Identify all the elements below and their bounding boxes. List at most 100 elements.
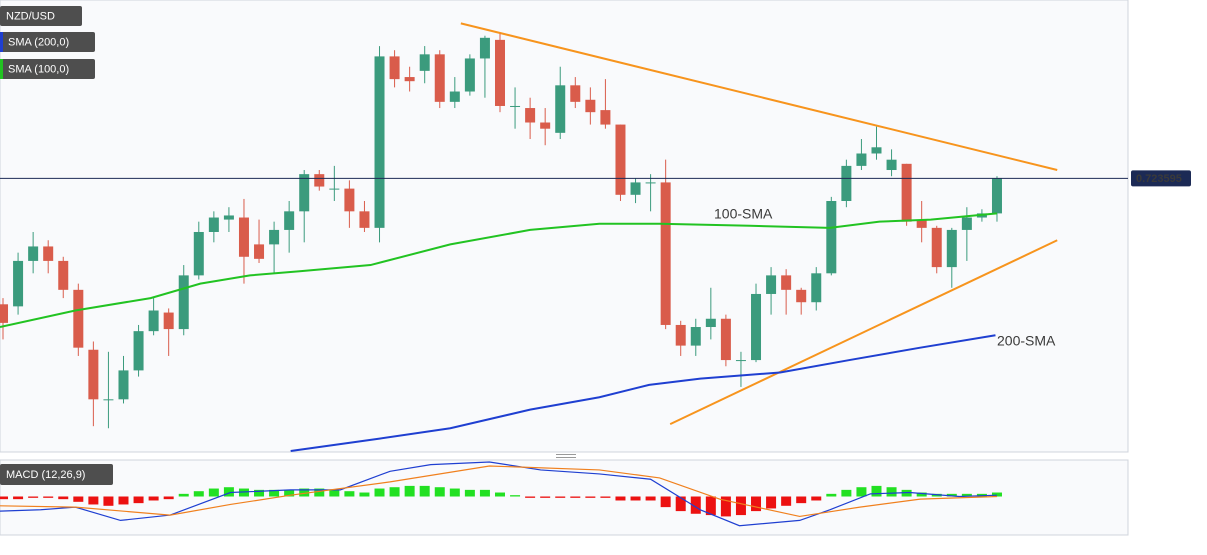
histogram-bar (630, 496, 641, 501)
candle-body (796, 289, 807, 303)
macd-line (0, 465, 997, 518)
histogram-bar (826, 493, 837, 497)
candle-body (103, 399, 114, 401)
histogram-bar (961, 493, 972, 497)
histogram-bar (660, 496, 671, 508)
histogram-bar (269, 489, 280, 497)
candle-body (163, 312, 174, 330)
candle-body (73, 289, 84, 348)
histogram-bar (479, 489, 490, 497)
candle-body (0, 304, 9, 323)
candle-body (223, 215, 234, 220)
last-price-tag (1131, 170, 1191, 187)
histogram-bar (856, 487, 867, 497)
candle-body (856, 153, 867, 166)
panel-divider-handle[interactable] (556, 453, 576, 459)
histogram-bar (886, 487, 897, 497)
candle-body (811, 273, 822, 303)
histogram-bar (570, 496, 581, 498)
histogram-bar (374, 488, 385, 497)
histogram-bar (735, 496, 746, 516)
candle-body (88, 349, 99, 400)
histogram-bar (13, 496, 24, 500)
histogram-bar (0, 496, 9, 500)
candle-body (494, 39, 505, 106)
histogram-bar (781, 496, 792, 506)
histogram-bar (404, 485, 415, 497)
histogram-bar (615, 496, 626, 501)
histogram-bar (555, 496, 566, 498)
candle-body (314, 174, 325, 187)
series-annotation: 100-SMA (714, 206, 773, 222)
candle-body (720, 318, 731, 361)
legend-box[interactable] (0, 32, 95, 52)
histogram-bar (284, 489, 295, 497)
candle-body (751, 293, 762, 361)
histogram-bar (43, 496, 54, 498)
last-price-label: 0.723595 (1136, 173, 1182, 185)
macd-title: MACD (12,26,9) (6, 469, 85, 481)
candle-body (991, 178, 1002, 214)
candle-body (946, 229, 957, 268)
legend-box[interactable] (0, 6, 82, 26)
histogram-bar (73, 496, 84, 502)
candle-body (615, 124, 626, 195)
histogram-bar (254, 489, 265, 497)
candle-body (13, 260, 24, 307)
candle-body (630, 182, 641, 195)
histogram-bar (946, 493, 957, 497)
candle-body (193, 231, 204, 276)
histogram-bar (841, 489, 852, 497)
histogram-bar (675, 496, 686, 512)
candle-body (58, 260, 69, 290)
candle-body (284, 211, 295, 230)
histogram-bar (811, 496, 822, 501)
histogram-bar (103, 496, 114, 506)
candle-body (118, 370, 129, 400)
candle-body (419, 54, 430, 71)
histogram-bar (88, 496, 99, 505)
histogram-bar (705, 496, 716, 516)
histogram-bar (449, 488, 460, 497)
candle-body (133, 331, 144, 371)
histogram-bar (585, 496, 596, 498)
histogram-bar (178, 493, 189, 497)
candle-body (43, 246, 54, 261)
candle-body (449, 91, 460, 102)
legend-swatch (0, 59, 3, 79)
candle-body (510, 105, 521, 107)
candle-body (735, 360, 746, 362)
histogram-bar (540, 496, 551, 498)
candle-body (705, 318, 716, 328)
histogram-bar (58, 496, 69, 500)
histogram-bar (314, 488, 325, 497)
trendline (669, 239, 1058, 426)
histogram-bar (223, 487, 234, 497)
candle-body (28, 246, 39, 261)
sma-line (0, 212, 998, 328)
candle-body (901, 163, 912, 222)
histogram-bar (766, 496, 777, 509)
candle-body (344, 188, 355, 212)
histogram-bar (359, 492, 370, 497)
candle-body (585, 99, 596, 113)
candle-body (690, 327, 701, 346)
histogram-bar (720, 496, 731, 517)
histogram-bar (419, 485, 430, 497)
candle-body (208, 217, 219, 232)
candle-body (931, 227, 942, 268)
histogram-bar (389, 487, 400, 497)
candle-body (178, 275, 189, 330)
candle-body (329, 188, 340, 190)
candle-body (916, 219, 927, 228)
candle-body (781, 275, 792, 290)
candle-body (299, 174, 310, 212)
legend-box[interactable] (0, 59, 95, 79)
legend-box[interactable] (0, 464, 113, 485)
candle-body (389, 56, 400, 80)
candle-body (464, 58, 475, 92)
candle-body (269, 229, 280, 245)
histogram-bar (193, 491, 204, 497)
histogram-bar (510, 495, 521, 497)
histogram-bar (916, 492, 927, 497)
